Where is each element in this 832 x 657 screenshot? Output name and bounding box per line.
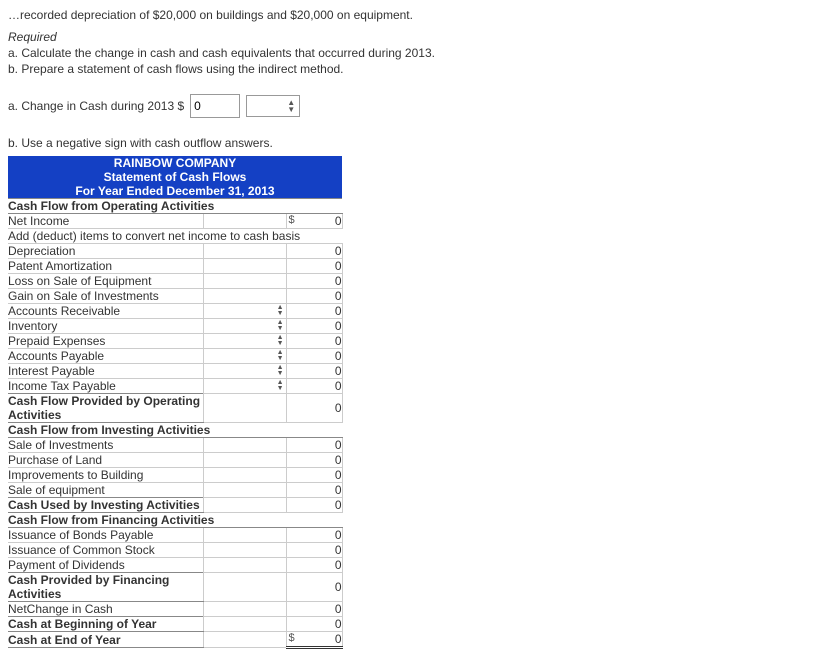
sale-equipment-value[interactable]: 0 <box>286 483 342 498</box>
depreciation-value[interactable]: 0 <box>286 244 342 259</box>
financing-total-value: 0 <box>286 573 342 602</box>
patent-amort-label: Patent Amortization <box>8 259 203 274</box>
financing-section-head: Cash Flow from Financing Activities <box>8 513 342 528</box>
patent-amort-mid[interactable] <box>203 259 286 274</box>
net-change-mid <box>203 602 286 617</box>
loss-equipment-value[interactable]: 0 <box>286 274 342 289</box>
investing-total-value: 0 <box>286 498 342 513</box>
dividends-label: Payment of Dividends <box>8 558 203 573</box>
updown-icon: ▲▼ <box>277 305 284 317</box>
improvements-building-mid[interactable] <box>203 468 286 483</box>
investing-section-head: Cash Flow from Investing Activities <box>8 423 342 438</box>
adjustments-head: Add (deduct) items to convert net income… <box>8 229 342 244</box>
gain-investments-value[interactable]: 0 <box>286 289 342 304</box>
operating-total-mid <box>203 394 286 423</box>
sale-investments-mid[interactable] <box>203 438 286 453</box>
loss-equipment-label: Loss on Sale of Equipment <box>8 274 203 289</box>
requirement-b: b. Prepare a statement of cash flows usi… <box>8 62 824 76</box>
cash-flow-statement-table: RAINBOW COMPANY Statement of Cash Flows … <box>8 156 343 649</box>
net-change-value: 0 <box>286 602 342 617</box>
income-tax-payable-label: Income Tax Payable <box>8 379 203 394</box>
cash-end-label: Cash at End of Year <box>8 632 203 648</box>
common-stock-value[interactable]: 0 <box>286 543 342 558</box>
operating-total-value: 0 <box>286 394 342 423</box>
financing-total-label: Cash Provided by Financing Activities <box>8 573 203 602</box>
accounts-receivable-select[interactable]: ▲▼ <box>203 304 286 319</box>
cash-beginning-mid[interactable] <box>203 617 286 632</box>
inventory-label: Inventory <box>8 319 203 334</box>
interest-payable-value[interactable]: 0 <box>286 364 342 379</box>
cash-end-value: $0 <box>286 632 342 648</box>
updown-icon: ▲▼ <box>277 350 284 362</box>
loss-equipment-mid[interactable] <box>203 274 286 289</box>
bonds-payable-label: Issuance of Bonds Payable <box>8 528 203 543</box>
cash-end-mid <box>203 632 286 648</box>
net-change-label: NetChange in Cash <box>8 602 203 617</box>
header-company: RAINBOW COMPANY <box>8 156 342 170</box>
dollar-sign: $ <box>289 632 295 644</box>
cash-beginning-value[interactable]: 0 <box>286 617 342 632</box>
operating-total-label: Cash Flow Provided by Operating Activiti… <box>8 394 203 423</box>
dollar-sign: $ <box>289 214 295 226</box>
purchase-land-value[interactable]: 0 <box>286 453 342 468</box>
updown-icon: ▲▼ <box>277 320 284 332</box>
depreciation-mid[interactable] <box>203 244 286 259</box>
accounts-payable-value[interactable]: 0 <box>286 349 342 364</box>
gain-investments-label: Gain on Sale of Investments <box>8 289 203 304</box>
part-a-label: a. Change in Cash during 2013 $ <box>8 99 184 113</box>
bonds-payable-value[interactable]: 0 <box>286 528 342 543</box>
sale-equipment-label: Sale of equipment <box>8 483 203 498</box>
dividends-value[interactable]: 0 <box>286 558 342 573</box>
interest-payable-label: Interest Payable <box>8 364 203 379</box>
header-period: For Year Ended December 31, 2013 <box>8 184 342 199</box>
net-income-value[interactable]: $0 <box>286 214 342 229</box>
bonds-payable-mid[interactable] <box>203 528 286 543</box>
improvements-building-value[interactable]: 0 <box>286 468 342 483</box>
accounts-receivable-value[interactable]: 0 <box>286 304 342 319</box>
updown-icon: ▲▼ <box>277 380 284 392</box>
net-income-mid[interactable] <box>203 214 286 229</box>
investing-total-label: Cash Used by Investing Activities <box>8 498 203 513</box>
accounts-receivable-label: Accounts Receivable <box>8 304 203 319</box>
accounts-payable-label: Accounts Payable <box>8 349 203 364</box>
investing-total-mid <box>203 498 286 513</box>
common-stock-label: Issuance of Common Stock <box>8 543 203 558</box>
interest-payable-select[interactable]: ▲▼ <box>203 364 286 379</box>
patent-amort-value[interactable]: 0 <box>286 259 342 274</box>
purchase-land-label: Purchase of Land <box>8 453 203 468</box>
required-heading: Required <box>8 30 824 44</box>
prepaid-expenses-value[interactable]: 0 <box>286 334 342 349</box>
inventory-value[interactable]: 0 <box>286 319 342 334</box>
financing-total-mid <box>203 573 286 602</box>
purchase-land-mid[interactable] <box>203 453 286 468</box>
common-stock-mid[interactable] <box>203 543 286 558</box>
sale-investments-value[interactable]: 0 <box>286 438 342 453</box>
requirement-a: a. Calculate the change in cash and cash… <box>8 46 824 60</box>
gain-investments-mid[interactable] <box>203 289 286 304</box>
prepaid-expenses-select[interactable]: ▲▼ <box>203 334 286 349</box>
inventory-select[interactable]: ▲▼ <box>203 319 286 334</box>
change-in-cash-sign-select[interactable]: ▲▼ <box>246 95 300 117</box>
change-in-cash-input[interactable] <box>190 94 240 118</box>
operating-section-head: Cash Flow from Operating Activities <box>8 199 342 214</box>
income-tax-payable-value[interactable]: 0 <box>286 379 342 394</box>
prepaid-expenses-label: Prepaid Expenses <box>8 334 203 349</box>
part-b-note: b. Use a negative sign with cash outflow… <box>8 136 824 150</box>
prior-text-fragment: …recorded depreciation of $20,000 on bui… <box>8 8 824 22</box>
updown-icon: ▲▼ <box>287 99 295 113</box>
updown-icon: ▲▼ <box>277 335 284 347</box>
sale-equipment-mid[interactable] <box>203 483 286 498</box>
income-tax-payable-select[interactable]: ▲▼ <box>203 379 286 394</box>
accounts-payable-select[interactable]: ▲▼ <box>203 349 286 364</box>
net-income-label: Net Income <box>8 214 203 229</box>
header-title: Statement of Cash Flows <box>8 170 342 184</box>
sale-investments-label: Sale of Investments <box>8 438 203 453</box>
depreciation-label: Depreciation <box>8 244 203 259</box>
improvements-building-label: Improvements to Building <box>8 468 203 483</box>
dividends-mid[interactable] <box>203 558 286 573</box>
updown-icon: ▲▼ <box>277 365 284 377</box>
cash-beginning-label: Cash at Beginning of Year <box>8 617 203 632</box>
